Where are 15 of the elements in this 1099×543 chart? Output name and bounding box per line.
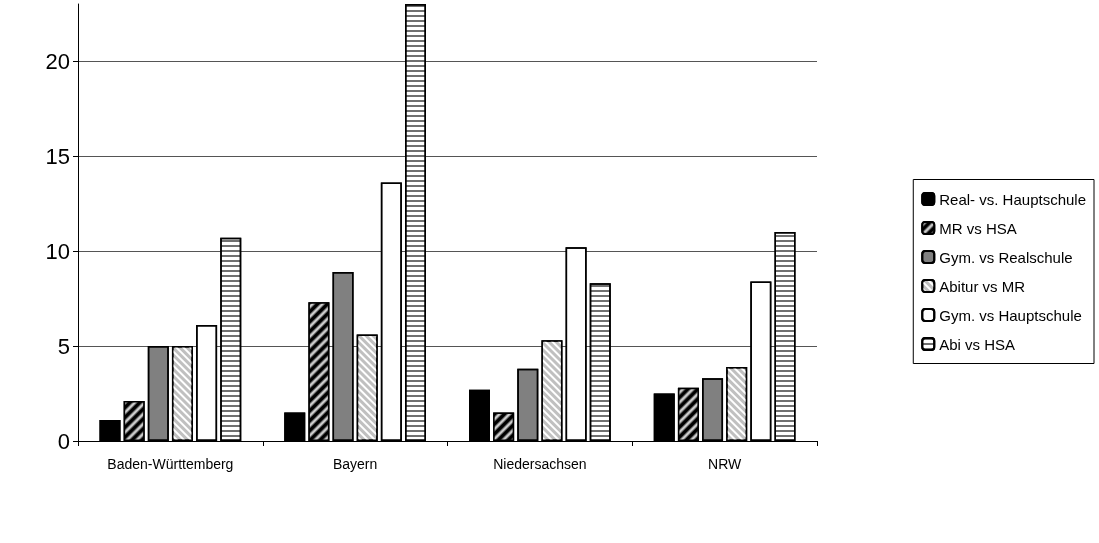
y-tick-label: 5 bbox=[57, 333, 70, 359]
legend-label: Gym. vs Hauptschule bbox=[939, 306, 1082, 324]
x-tick-label: Bayern bbox=[332, 456, 378, 472]
y-tick-label: 20 bbox=[45, 48, 70, 74]
legend-label: Abitur vs MR bbox=[939, 277, 1026, 295]
legend-label: MR vs HSA bbox=[939, 219, 1017, 237]
legend-label: Abi vs HSA bbox=[939, 335, 1016, 353]
y-tick-label: 0 bbox=[57, 428, 70, 454]
legend-label: Gym. vs Realschule bbox=[939, 248, 1073, 266]
y-tick-label: 10 bbox=[45, 238, 70, 264]
x-tick-label: NRW bbox=[708, 456, 742, 472]
x-tick-label: Baden-Württemberg bbox=[107, 456, 234, 472]
x-tick-label: Niedersachsen bbox=[493, 456, 587, 472]
legend-label: Real- vs. Hauptschule bbox=[939, 190, 1086, 208]
y-tick-label: 15 bbox=[45, 143, 70, 169]
